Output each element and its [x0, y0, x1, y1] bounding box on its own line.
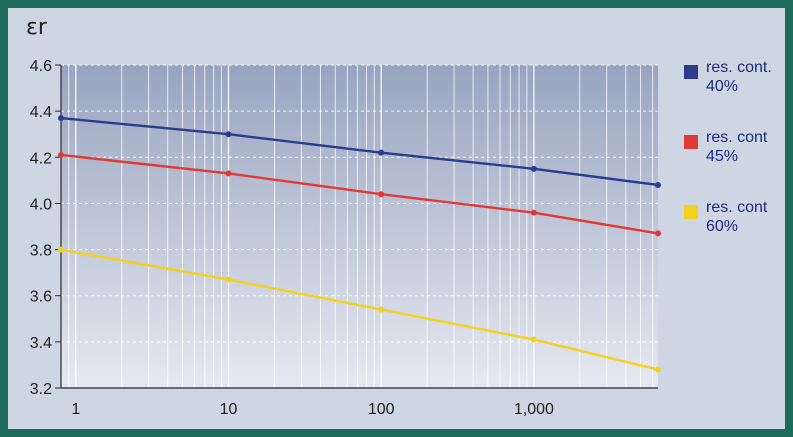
legend-label: res. cont 60% — [706, 199, 768, 235]
legend: res. cont. 40% res. cont 45% res. cont 6… — [684, 58, 784, 268]
data-point — [58, 246, 64, 253]
x-tick-label: 10 — [220, 401, 238, 418]
data-point — [530, 165, 537, 172]
y-tick-label: 4.6 — [30, 58, 52, 75]
data-point — [655, 230, 661, 237]
y-tick-label: 4.0 — [30, 196, 52, 213]
data-point — [58, 115, 64, 122]
data-point — [530, 209, 537, 216]
tick-labels: 3.2 3.4 3.6 3.8 4.0 4.2 4.4 4.6 1 10 100 1,000 — [30, 58, 554, 418]
x-tick-label: 1 — [71, 401, 80, 418]
data-point — [225, 170, 232, 177]
y-axis-label: εr — [26, 15, 48, 40]
series-lines — [58, 115, 661, 373]
legend-label: res. cont 45% — [706, 129, 768, 165]
y-tick-label: 3.4 — [30, 335, 52, 352]
data-point — [530, 336, 537, 343]
data-point — [225, 276, 232, 283]
legend-swatch — [684, 135, 698, 149]
data-point — [378, 306, 385, 313]
y-tick-label: 3.2 — [30, 381, 52, 398]
plot-area — [61, 65, 658, 388]
data-point — [378, 149, 385, 156]
legend-item: res. cont 45% — [684, 128, 784, 198]
legend-item: res. cont 60% — [684, 198, 784, 268]
data-point — [58, 151, 64, 158]
legend-swatch — [684, 205, 698, 219]
legend-item: res. cont. 40% — [684, 58, 784, 128]
chart-frame: 3.2 3.4 3.6 3.8 4.0 4.2 4.4 4.6 1 10 100 1,000 εr r… — [8, 8, 785, 429]
x-tick-label: 1,000 — [514, 401, 554, 418]
x-tick-label: 100 — [368, 401, 395, 418]
y-tick-label: 4.2 — [30, 150, 52, 167]
y-tick-label: 3.6 — [30, 289, 52, 306]
legend-label: res. cont. 40% — [706, 59, 772, 95]
y-tick-label: 3.8 — [30, 243, 52, 260]
data-point — [378, 191, 385, 198]
y-tick-label: 4.4 — [30, 104, 52, 121]
data-point — [225, 131, 232, 138]
chart: 3.2 3.4 3.6 3.8 4.0 4.2 4.4 4.6 1 10 100 1,000 εr — [26, 15, 661, 418]
gridlines — [60, 64, 658, 388]
legend-swatch — [684, 65, 698, 79]
data-point — [655, 181, 661, 188]
data-point — [655, 366, 661, 373]
